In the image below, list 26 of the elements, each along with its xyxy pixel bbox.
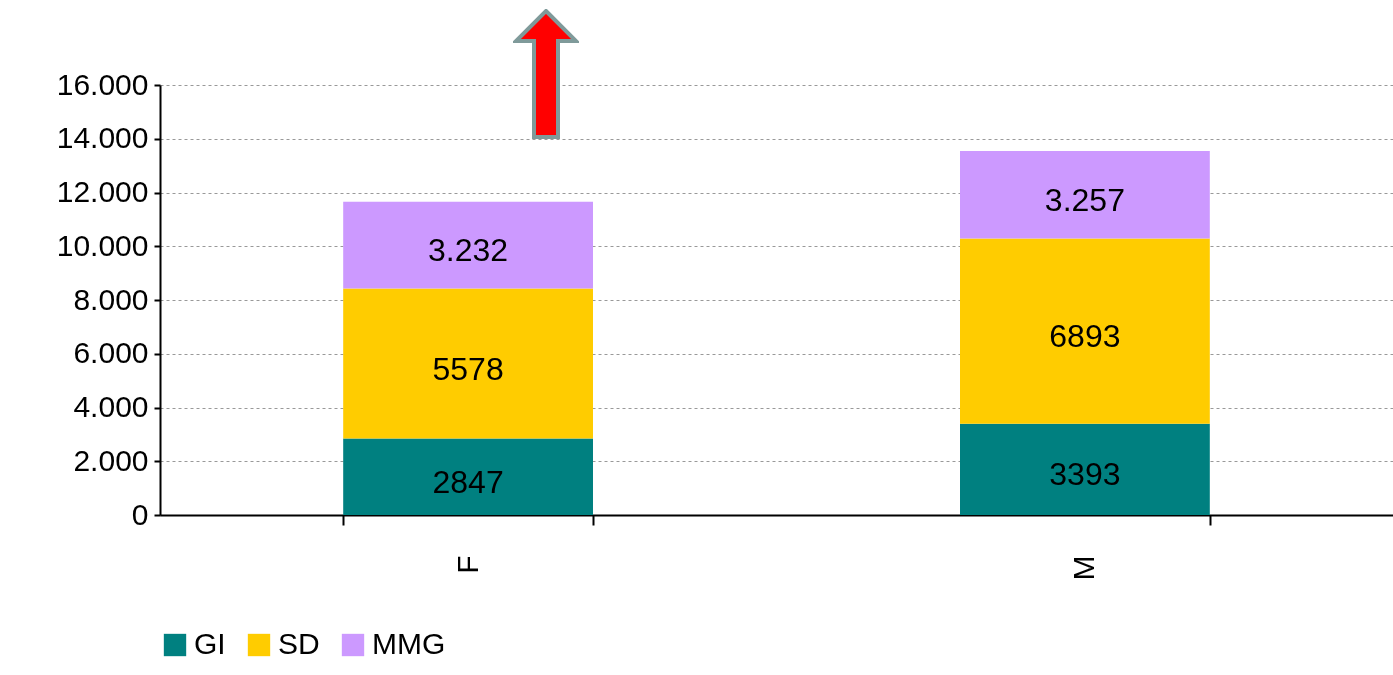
y-tick-label: 6.000	[73, 336, 149, 370]
data-label: 3.232	[428, 232, 509, 269]
data-label: 3.257	[1044, 181, 1125, 218]
y-tick-label: 2.000	[73, 443, 149, 477]
legend-label: SD	[278, 627, 320, 660]
y-tick-label: 16.000	[56, 67, 149, 101]
data-label: 3393	[1049, 456, 1121, 493]
bar	[343, 438, 593, 515]
bar	[960, 238, 1210, 424]
data-label: 5578	[432, 350, 504, 387]
data-label: 6893	[1049, 318, 1121, 355]
bar	[343, 288, 593, 439]
x-tick-label: F	[450, 555, 484, 574]
x-tick-label: M	[1067, 555, 1101, 581]
bar	[960, 151, 1210, 239]
y-tick-label: 10.000	[56, 228, 149, 262]
y-tick-label: 0	[131, 497, 149, 531]
y-tick-label: 4.000	[73, 390, 149, 423]
legend-label: MMG	[372, 627, 446, 660]
data-label: 2847	[432, 463, 504, 500]
legend-label: GI	[194, 627, 226, 660]
y-tick-label: 12.000	[56, 175, 149, 208]
y-tick-label: 14.000	[56, 121, 149, 155]
bar	[343, 201, 593, 289]
bar	[960, 423, 1210, 515]
y-tick-label: 8.000	[73, 282, 149, 316]
